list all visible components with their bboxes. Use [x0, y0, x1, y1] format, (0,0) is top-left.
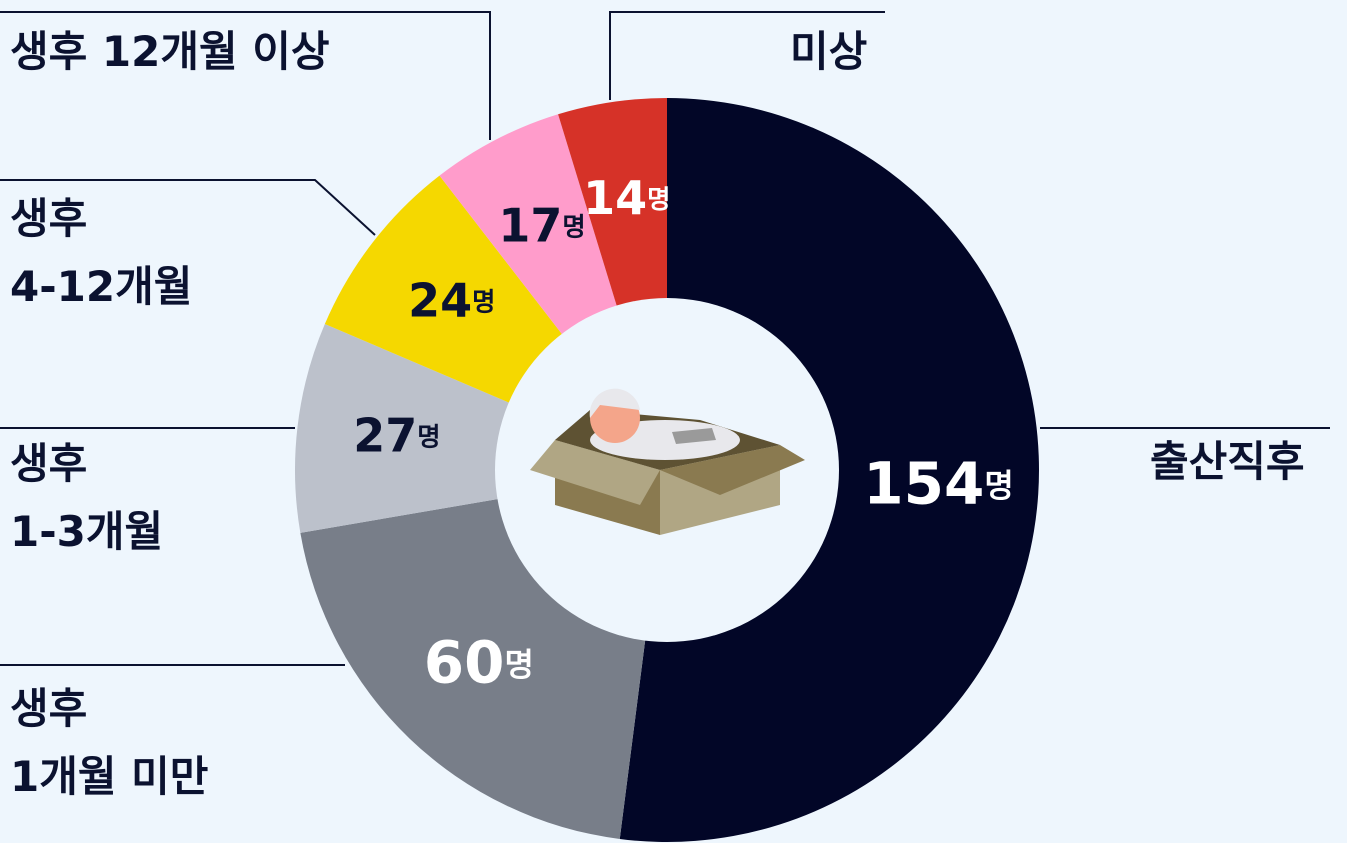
value-label: 17명 [498, 198, 585, 252]
category-label: 출산직후 [1150, 437, 1305, 486]
leader-line [0, 11, 491, 140]
value-label: 60명 [424, 628, 534, 696]
leader-lines [0, 11, 1330, 666]
category-label: 생후 1-3개월 [10, 439, 164, 556]
value-label: 27명 [353, 408, 440, 462]
category-label: 생후 4-12개월 [10, 194, 193, 311]
category-label: 미상 [790, 27, 868, 76]
category-label: 생후 1개월 미만 [10, 684, 209, 801]
category-label: 생후 12개월 이상 [10, 27, 330, 76]
leader-line [609, 11, 885, 100]
value-label: 24명 [408, 273, 495, 327]
value-label: 154명 [863, 449, 1013, 517]
baby-box-illustration [530, 388, 805, 535]
leader-line [0, 179, 376, 236]
value-label: 14명 [583, 170, 670, 224]
